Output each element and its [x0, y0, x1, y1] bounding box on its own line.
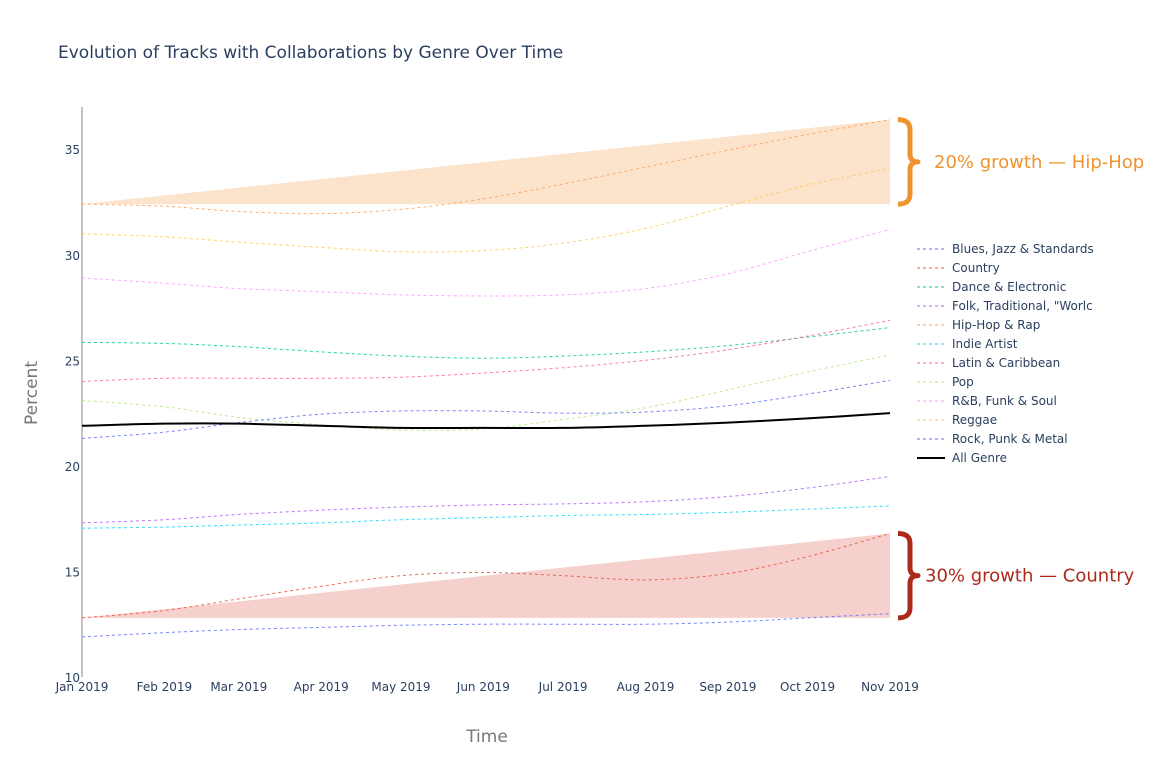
x-tick-label: Oct 2019: [780, 680, 835, 694]
x-tick-label: Nov 2019: [861, 680, 919, 694]
legend-label: R&B, Funk & Soul: [952, 394, 1057, 408]
hiphop-growth-region: [82, 119, 890, 205]
legend-item[interactable]: Reggae: [917, 413, 997, 427]
annotations: 20% growth — Hip-Hop 30% growth — Country: [897, 117, 1144, 621]
country-annotation-text: 30% growth — Country: [925, 566, 1135, 587]
y-axis: 10 15 20 25 30 35: [65, 107, 83, 685]
legend-item[interactable]: Blues, Jazz & Standards: [917, 242, 1094, 256]
legend-item[interactable]: Latin & Caribbean: [917, 356, 1060, 370]
y-tick-label: 10: [65, 671, 80, 685]
series-line-4: [81, 119, 891, 215]
legend-label: All Genre: [952, 451, 1007, 465]
legend-label: Latin & Caribbean: [952, 356, 1060, 370]
y-axis-title: Percent: [22, 361, 42, 425]
legend-item[interactable]: R&B, Funk & Soul: [917, 394, 1057, 408]
y-tick-label: 25: [65, 354, 80, 368]
series-line-2: [81, 327, 891, 359]
x-tick-label: Apr 2019: [294, 680, 349, 694]
legend-label: Indie Artist: [952, 337, 1018, 351]
legend-label: Pop: [952, 375, 974, 389]
legend-label: Reggae: [952, 413, 997, 427]
legend-item[interactable]: Hip-Hop & Rap: [917, 318, 1040, 332]
series-line-5: [81, 505, 891, 529]
hiphop-brace: [897, 117, 921, 207]
series-line-7: [81, 354, 891, 431]
series-line-6: [81, 319, 891, 382]
legend-label: Country: [952, 261, 1000, 275]
legend-label: Blues, Jazz & Standards: [952, 242, 1094, 256]
x-tick-label: Jun 2019: [456, 680, 510, 694]
shaded-regions: [82, 119, 890, 618]
x-axis-title: Time: [465, 727, 508, 747]
legend-label: Dance & Electronic: [952, 280, 1066, 294]
legend-item[interactable]: All Genre: [917, 451, 1007, 465]
country-brace: [897, 530, 921, 621]
legend-label: Hip-Hop & Rap: [952, 318, 1040, 332]
x-tick-label: May 2019: [371, 680, 430, 694]
x-tick-label: Jul 2019: [538, 680, 588, 694]
y-tick-label: 15: [65, 565, 80, 579]
x-tick-label: Feb 2019: [137, 680, 193, 694]
x-tick-label: Mar 2019: [210, 680, 267, 694]
legend-label: Rock, Punk & Metal: [952, 432, 1068, 446]
legend-item[interactable]: Folk, Traditional, "Worlc: [917, 299, 1093, 313]
x-tick-label: Sep 2019: [699, 680, 756, 694]
country-growth-region: [82, 533, 890, 618]
chart-title: Evolution of Tracks with Collaborations …: [58, 43, 563, 63]
x-axis: Jan 2019 Feb 2019 Mar 2019 Apr 2019 May 2019…: [55, 680, 919, 694]
legend-item[interactable]: Country: [917, 261, 1000, 275]
x-tick-label: Aug 2019: [617, 680, 675, 694]
series-line-9: [81, 167, 891, 253]
legend-item[interactable]: Dance & Electronic: [917, 280, 1066, 294]
legend: Blues, Jazz & Standards Country Dance & El…: [917, 242, 1094, 465]
legend-item[interactable]: Rock, Punk & Metal: [917, 432, 1068, 446]
y-tick-label: 20: [65, 460, 80, 474]
legend-label: Folk, Traditional, "Worlc: [952, 299, 1093, 313]
legend-item[interactable]: Pop: [917, 375, 974, 389]
y-tick-label: 35: [65, 143, 80, 157]
hiphop-annotation-text: 20% growth — Hip-Hop: [934, 152, 1144, 173]
x-tick-label: Jan 2019: [55, 680, 109, 694]
series-line-11: [81, 412, 891, 430]
legend-item[interactable]: Indie Artist: [917, 337, 1018, 351]
series-line-0: [81, 613, 891, 638]
series-line-10: [81, 379, 891, 439]
series-line-1: [81, 532, 891, 619]
series-line-3: [81, 475, 891, 524]
y-tick-label: 30: [65, 249, 80, 263]
series-lines: [81, 119, 891, 638]
